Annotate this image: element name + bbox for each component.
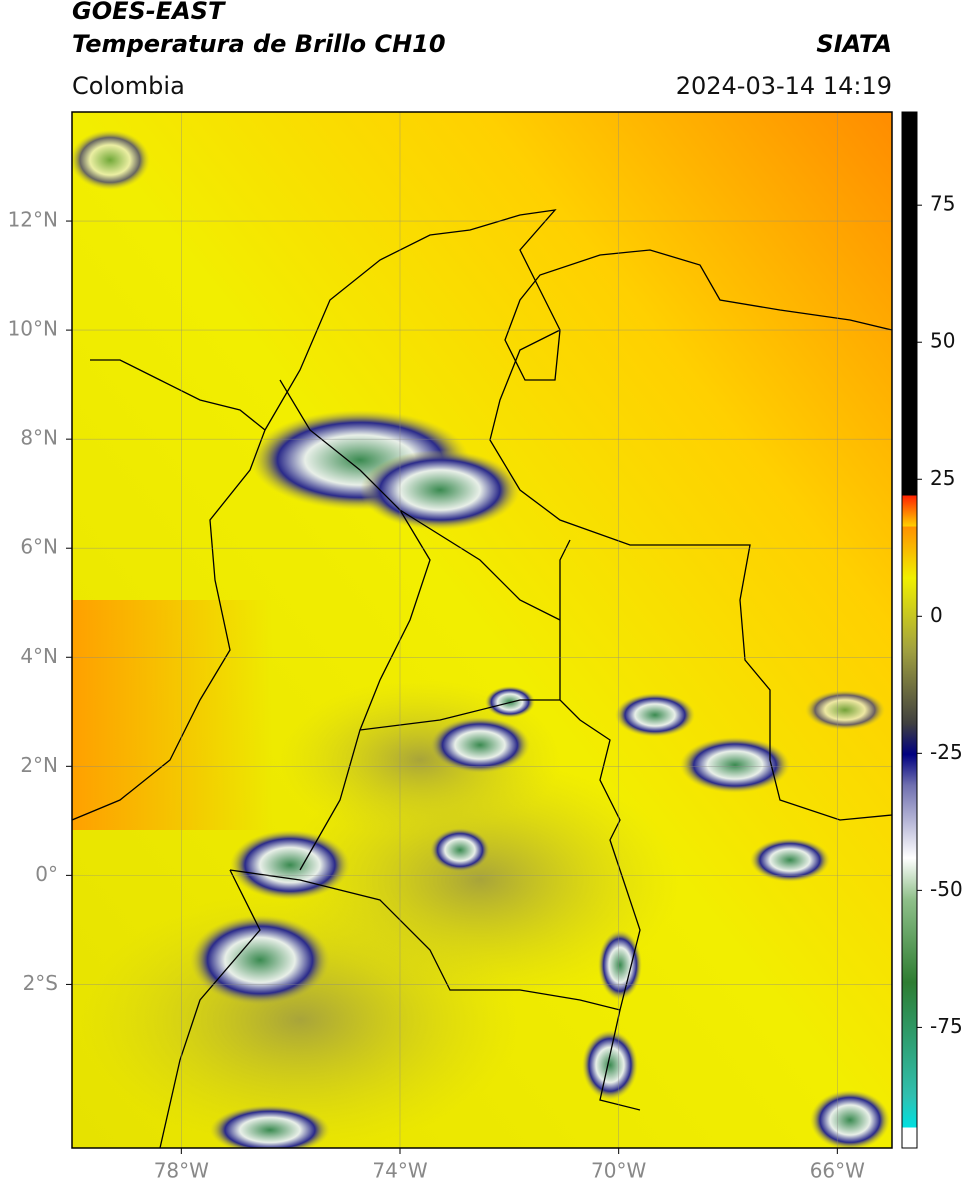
grid [72, 112, 892, 1148]
x-tick-label: 78°W [154, 1159, 209, 1183]
colorbar-label: 75 [930, 192, 955, 216]
colorbar-label: 50 [930, 329, 955, 353]
y-tick-label: 6°N [20, 535, 58, 559]
x-tick-label: 70°W [591, 1159, 646, 1183]
x-tick-label: 74°W [372, 1159, 427, 1183]
colorbar-label: -25 [930, 740, 963, 764]
region: Colombia [72, 72, 185, 100]
x-tick-label: 66°W [810, 1159, 865, 1183]
source: SIATA [816, 30, 892, 58]
colorbar-label: -50 [930, 877, 963, 901]
map-frame [71, 111, 893, 1149]
colorbar-label: -75 [930, 1014, 963, 1038]
y-tick-label: 10°N [8, 317, 58, 341]
title: GOES-EAST [72, 0, 226, 25]
colorbar-label: 0 [930, 603, 943, 627]
colorbar-label: 25 [930, 466, 955, 490]
subtitle: Temperatura de Brillo CH10 [72, 30, 446, 58]
map-image [72, 112, 892, 1148]
y-tick-label: 0° [35, 862, 58, 886]
y-tick-label: 2°N [20, 753, 58, 777]
datetime: 2024-03-14 14:19 [676, 72, 892, 100]
y-tick-label: 2°S [23, 971, 58, 995]
colorbar [901, 111, 918, 1149]
y-tick-label: 8°N [20, 426, 58, 450]
y-tick-label: 12°N [8, 208, 58, 232]
y-tick-label: 4°N [20, 644, 58, 668]
